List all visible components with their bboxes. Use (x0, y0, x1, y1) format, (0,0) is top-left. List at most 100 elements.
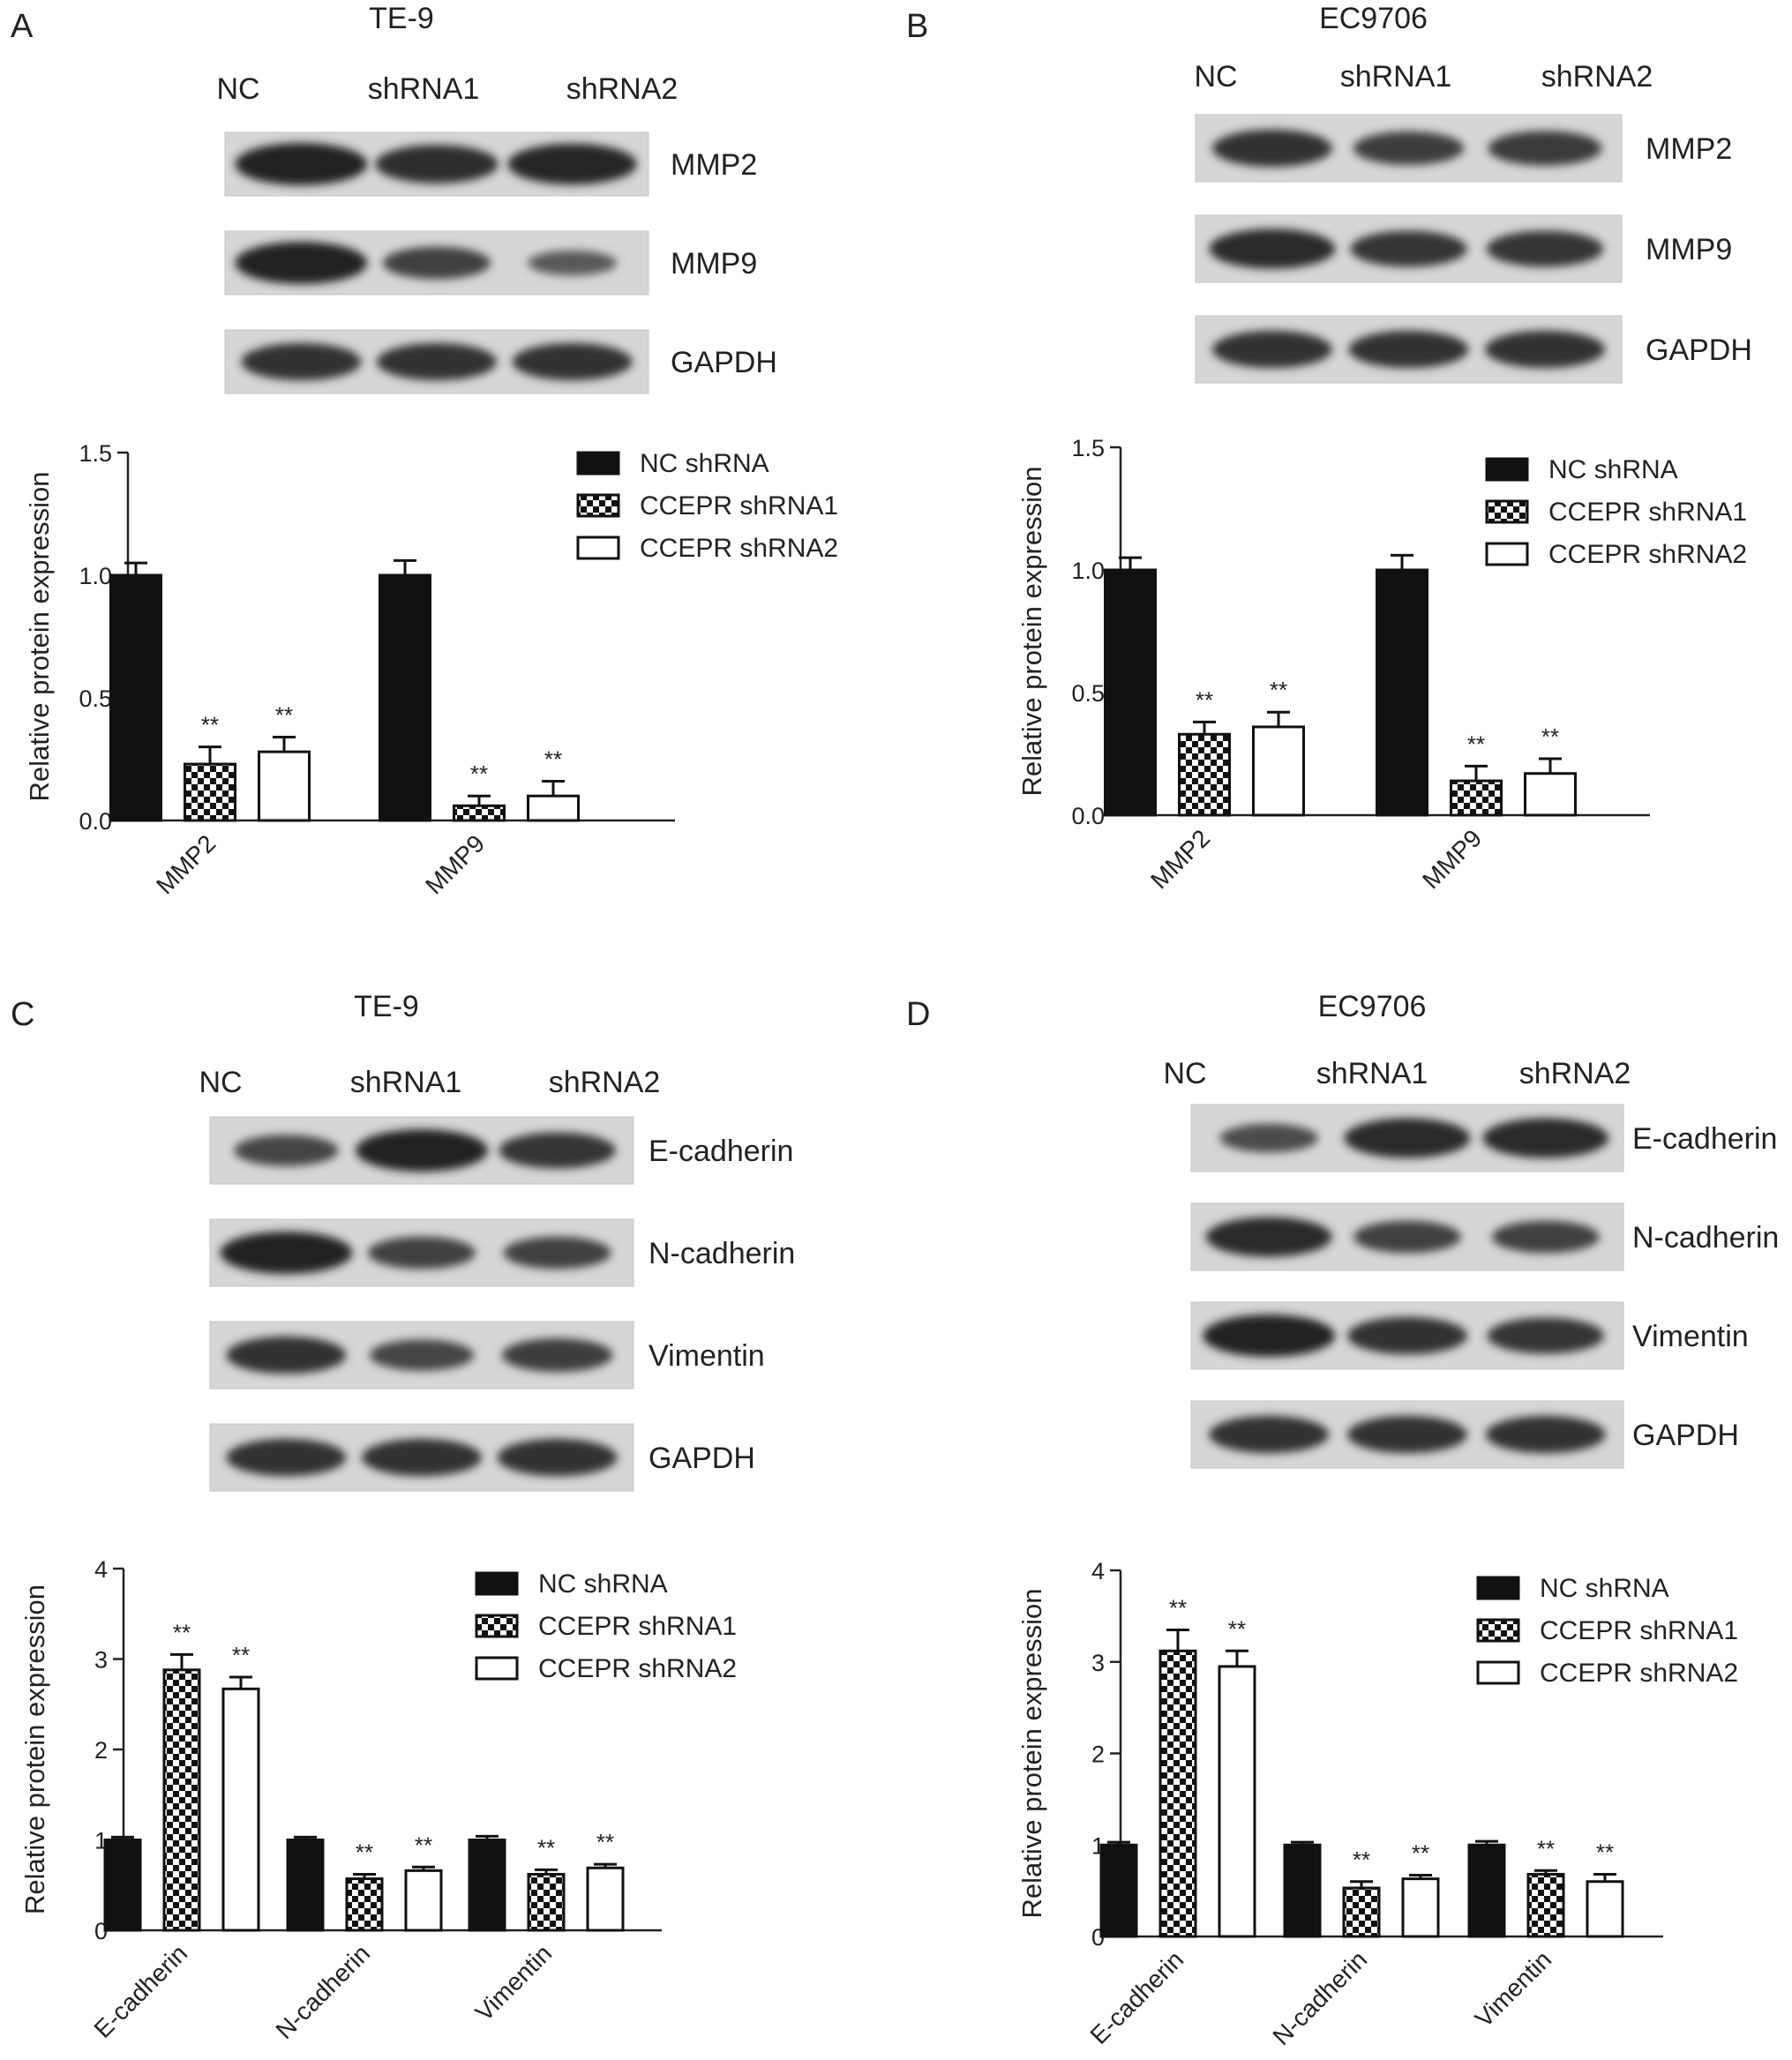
band-label-vimentin: Vimentin (1632, 1320, 1749, 1353)
significance-stars: ** (1270, 677, 1287, 703)
legend-label-nc-shrna: NC shRNA (1540, 1574, 1669, 1603)
lane-label-shrna2: shRNA2 (549, 1066, 661, 1099)
y-tick-label: 3 (94, 1647, 108, 1674)
significance-stars: ** (1537, 1835, 1555, 1861)
band-gapdh-lane-1 (1209, 1415, 1330, 1454)
lane-label-shrna1: shRNA1 (1340, 60, 1452, 94)
y-tick-label: 0.5 (1071, 680, 1105, 707)
significance-stars: ** (356, 1839, 373, 1865)
panel-c-letter: C (11, 996, 34, 1033)
legend-label-nc-shrna: NC shRNA (538, 1569, 668, 1599)
legend-swatch-ccepr-shrna2 (1476, 1660, 1520, 1685)
legend-swatch-ccepr-shrna1 (576, 493, 620, 518)
bar-ccepr-shrna2-e-cadherin (1218, 1665, 1256, 1938)
bar-ccepr-shrna2-mmp2 (1252, 725, 1305, 817)
band-gapdh-lane-3 (1485, 1415, 1606, 1454)
bar-ccepr-shrna2-e-cadherin (221, 1687, 260, 1932)
band-mmp2-lane-1 (235, 143, 368, 185)
y-axis-label: Relative protein expression (1016, 467, 1047, 797)
band-vimentin-lane-1 (1203, 1315, 1336, 1357)
band-vimentin-lane-2 (369, 1339, 475, 1371)
y-tick-label: 1.5 (1071, 435, 1105, 461)
band-label-gapdh: GAPDH (1646, 333, 1752, 367)
band-mmp2-lane-3 (1488, 131, 1602, 166)
bar-nc-shrna-mmp9 (379, 573, 431, 822)
legend-swatch-nc-shrna (576, 451, 620, 476)
band-gapdh-lane-3 (1485, 330, 1606, 369)
bar-ccepr-shrna1-mmp2 (184, 762, 236, 822)
bar-nc-shrna-n-cadherin (286, 1839, 325, 1932)
significance-stars: ** (173, 1619, 191, 1645)
panel-a-bar-chart: 0.0 0.5 1.0 1.5 Relative protein expression *… (24, 440, 838, 899)
legend-swatch-nc-shrna (1476, 1576, 1520, 1600)
x-category-label-mmp9: MMP9 (420, 829, 490, 899)
band-mmp2-lane-2 (1353, 131, 1465, 166)
band-mmp9-lane-1 (1209, 228, 1336, 269)
bar-ccepr-shrna1-mmp9 (453, 804, 506, 822)
band-n-cadherin-lane-3 (503, 1236, 611, 1270)
blot-row-mmp2: MMP2 (224, 131, 757, 197)
significance-stars: ** (470, 760, 488, 787)
legend-label-ccepr-shrna2: CCEPR shRNA2 (1548, 540, 1747, 569)
significance-stars: ** (1228, 1615, 1246, 1642)
y-tick-label: 2 (1091, 1742, 1105, 1768)
band-mmp2-lane-3 (507, 143, 637, 185)
bar-nc-shrna-e-cadherin (103, 1839, 142, 1932)
bar-nc-shrna-vimentin (468, 1839, 506, 1932)
legend-swatch-nc-shrna (1485, 457, 1529, 482)
band-gapdh-lane-3 (497, 1438, 618, 1477)
panel-c-cell-line-title: TE-9 (354, 990, 419, 1023)
band-label-mmp2: MMP2 (671, 148, 757, 182)
x-category-label-e-cadherin: E-cadherin (1085, 1945, 1189, 2049)
blot-row-e-cadherin: E-cadherin (209, 1116, 793, 1185)
band-n-cadherin-lane-2 (1353, 1220, 1461, 1254)
y-tick-label: 0.0 (79, 808, 112, 835)
band-label-gapdh: GAPDH (649, 1442, 755, 1475)
x-category-label-mmp2: MMP2 (1145, 824, 1215, 894)
bar-nc-shrna-n-cadherin (1283, 1843, 1322, 1938)
legend-swatch-ccepr-shrna1 (475, 1614, 519, 1638)
band-gapdh-lane-1 (1211, 330, 1332, 369)
band-n-cadherin-lane-2 (368, 1236, 476, 1270)
lane-label-shrna1: shRNA1 (350, 1066, 462, 1099)
blot-row-e-cadherin: E-cadherin (1190, 1104, 1777, 1172)
band-mmp9-lane-3 (1486, 230, 1604, 267)
lane-label-shrna1: shRNA1 (368, 72, 480, 106)
panel-b-svg: B EC9706 NC shRNA1 shRNA2 MMP2 MMP9 GAPDH 0.0 0.5… (906, 2, 1752, 894)
blot-row-gapdh: GAPDH (209, 1423, 755, 1492)
legend-label-ccepr-shrna2: CCEPR shRNA2 (538, 1654, 737, 1683)
legend-label-ccepr-shrna2: CCEPR shRNA2 (640, 534, 838, 563)
panel-d-letter: D (906, 996, 930, 1033)
bar-ccepr-shrna2-vimentin (586, 1866, 625, 1932)
band-label-n-cadherin: N-cadherin (649, 1237, 795, 1270)
legend-swatch-ccepr-shrna2 (1485, 542, 1529, 566)
significance-stars: ** (544, 746, 562, 773)
bar-ccepr-shrna2-mmp9 (527, 794, 580, 822)
panel-b-cell-line-title: EC9706 (1319, 2, 1428, 35)
x-category-label-mmp9: MMP9 (1417, 824, 1487, 894)
band-e-cadherin-lane-2 (1344, 1118, 1471, 1158)
bar-ccepr-shrna1-n-cadherin (345, 1877, 384, 1932)
bar-nc-shrna-e-cadherin (1099, 1843, 1138, 1938)
band-label-gapdh: GAPDH (671, 346, 777, 379)
significance-stars: ** (1412, 1839, 1429, 1866)
y-tick-label: 4 (94, 1556, 108, 1583)
bar-ccepr-shrna2-n-cadherin (1401, 1877, 1440, 1938)
band-n-cadherin-lane-3 (1491, 1220, 1600, 1254)
band-n-cadherin-lane-1 (1205, 1217, 1332, 1257)
band-mmp9-lane-3 (528, 250, 618, 276)
legend-swatch-ccepr-shrna2 (576, 536, 620, 560)
band-gapdh-lane-2 (362, 1438, 482, 1477)
band-gapdh-lane-2 (1348, 330, 1469, 369)
band-mmp9-lane-1 (235, 242, 368, 284)
significance-stars: ** (1353, 1847, 1370, 1873)
legend-swatch-ccepr-shrna1 (1476, 1618, 1520, 1643)
x-category-label-n-cadherin: N-cadherin (270, 1939, 375, 2044)
x-category-label-n-cadherin: N-cadherin (1267, 1945, 1372, 2050)
band-vimentin-lane-1 (226, 1336, 347, 1375)
blot-row-gapdh: GAPDH (1195, 315, 1752, 384)
band-n-cadherin-lane-1 (220, 1232, 353, 1274)
bar-ccepr-shrna1-mmp2 (1178, 732, 1231, 817)
